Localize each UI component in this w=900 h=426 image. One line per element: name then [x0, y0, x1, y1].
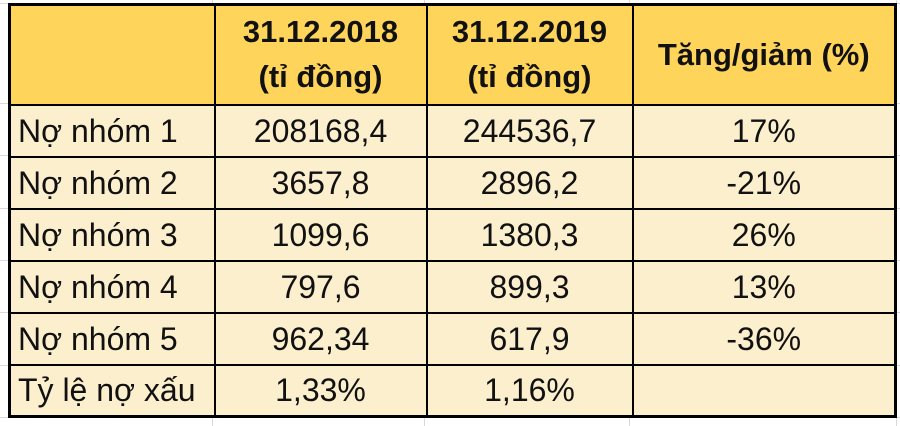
- table-row-no-nhom-4: Nợ nhóm 4 797,6 899,3 13%: [8, 259, 897, 314]
- value-cell-2018: 1099,6: [213, 207, 428, 262]
- header-2018-unit: (tỉ đồng): [258, 58, 383, 94]
- value-cell-2019: 1,16%: [425, 363, 634, 418]
- row-label-cell: Nợ nhóm 2: [8, 155, 216, 210]
- value-cell-2019: 1380,3: [425, 207, 634, 262]
- row-label-cell: Tỷ lệ nợ xấu: [8, 363, 216, 418]
- value-cell-change: [631, 363, 897, 418]
- value-cell-2018: 208168,4: [213, 103, 428, 158]
- value-cell-2018: 962,34: [213, 311, 428, 366]
- value-cell-2019: 244536,7: [425, 103, 634, 158]
- value-cell-change: -36%: [631, 311, 897, 366]
- value-cell-change: 13%: [631, 259, 897, 314]
- header-2018-date: 31.12.2018: [242, 13, 399, 49]
- header-2019-date: 31.12.2019: [451, 13, 608, 49]
- row-label-cell: Nợ nhóm 1: [8, 103, 216, 158]
- table-row-no-nhom-2: Nợ nhóm 2 3657,8 2896,2 -21%: [8, 155, 897, 210]
- header-cell-2018: 31.12.2018 (tỉ đồng): [213, 3, 428, 106]
- value-cell-change: -21%: [631, 155, 897, 210]
- header-2019-unit: (tỉ đồng): [467, 58, 592, 94]
- value-cell-2019: 899,3: [425, 259, 634, 314]
- value-cell-2019: 2896,2: [425, 155, 634, 210]
- table-row-no-nhom-5: Nợ nhóm 5 962,34 617,9 -36%: [8, 311, 897, 366]
- header-cell-change: Tăng/giảm (%): [631, 3, 897, 106]
- table-row-no-nhom-1: Nợ nhóm 1 208168,4 244536,7 17%: [8, 103, 897, 158]
- value-cell-change: 17%: [631, 103, 897, 158]
- row-label-cell: Nợ nhóm 3: [8, 207, 216, 262]
- value-cell-2018: 3657,8: [213, 155, 428, 210]
- header-row: 31.12.2018 (tỉ đồng) 31.12.2019 (tỉ đồng…: [8, 3, 897, 106]
- header-cell-2019: 31.12.2019 (tỉ đồng): [425, 3, 634, 106]
- value-cell-2019: 617,9: [425, 311, 634, 366]
- value-cell-change: 26%: [631, 207, 897, 262]
- table-row-no-nhom-3: Nợ nhóm 3 1099,6 1380,3 26%: [8, 207, 897, 262]
- row-label-cell: Nợ nhóm 4: [8, 259, 216, 314]
- table-row-ty-le-no-xau: Tỷ lệ nợ xấu 1,33% 1,16%: [8, 363, 897, 418]
- row-label-cell: Nợ nhóm 5: [8, 311, 216, 366]
- value-cell-2018: 797,6: [213, 259, 428, 314]
- value-cell-2018: 1,33%: [213, 363, 428, 418]
- header-cell-empty: [8, 3, 216, 106]
- debt-classification-table: 31.12.2018 (tỉ đồng) 31.12.2019 (tỉ đồng…: [8, 3, 897, 418]
